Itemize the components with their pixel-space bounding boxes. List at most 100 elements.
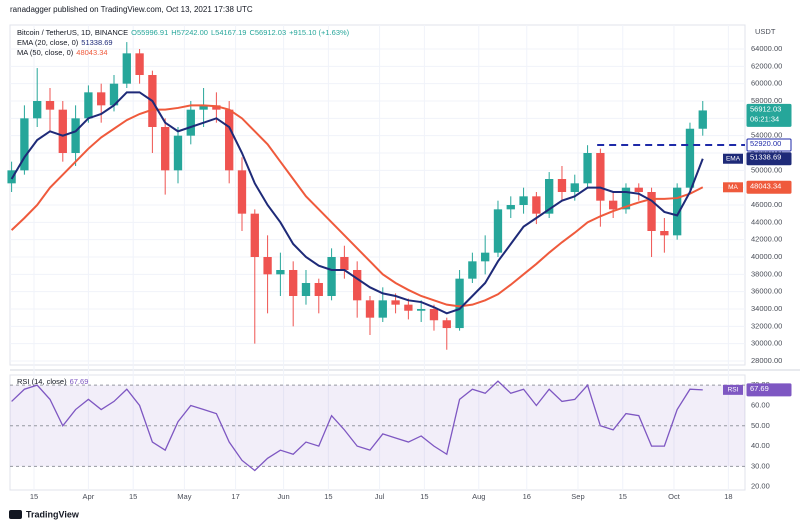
y-tick-label: 42000.00 [751, 235, 782, 244]
candle-body [340, 256, 349, 270]
candle-body [634, 187, 643, 193]
indicator-tag-value: 51338.69 [750, 153, 781, 162]
y-tick-label: 28000.00 [751, 356, 782, 365]
candle-body [7, 170, 16, 184]
candle-body [173, 135, 183, 171]
candle-body [545, 179, 554, 214]
legend-indicator: EMA (20, close, 0) 51338.69 [17, 38, 113, 47]
legend-indicator: MA (50, close, 0) 48043.34 [17, 48, 108, 57]
y-tick-label: 46000.00 [751, 200, 782, 209]
x-tick-label: 15 [324, 492, 332, 501]
rsi-line [11, 380, 703, 472]
x-tick-label: 18 [724, 492, 732, 501]
candle-body [455, 278, 464, 329]
y-tick-label: 58000.00 [751, 96, 782, 105]
candle-body [225, 109, 234, 171]
legend-symbol: Bitcoin / TetherUS, 1D, BINANCE O55996.91… [17, 28, 350, 37]
y-tick-label: 36000.00 [751, 287, 782, 296]
candle-body [673, 187, 682, 236]
candle-body [596, 153, 605, 201]
legend-indicator: RSI (14, close) 67.69 [17, 377, 88, 386]
candle-body [314, 282, 323, 296]
indicator-line [10, 104, 704, 308]
candle-body [237, 170, 247, 214]
y-tick-label: 40000.00 [751, 252, 782, 261]
legend-value: 51338.69 [81, 38, 112, 47]
last-price: 56912.03 [750, 104, 781, 113]
candle-body [698, 110, 707, 129]
x-tick-label: Sep [571, 492, 584, 501]
candle-body [84, 92, 93, 119]
y-tick-label: 34000.00 [751, 304, 782, 313]
candle-body [557, 179, 567, 193]
x-tick-label: 17 [231, 492, 239, 501]
legend-value: 48043.34 [76, 48, 107, 57]
indicator-tag-value: 67.69 [750, 384, 769, 393]
y-tick-label: 38000.00 [751, 269, 782, 278]
candle-body [353, 269, 362, 301]
candle-body [199, 105, 208, 110]
candle-body [327, 256, 336, 296]
y-tick-label: 60000.00 [751, 79, 782, 88]
y-tick-label: 30.00 [751, 461, 770, 470]
price-pane [9, 24, 746, 366]
candle-body [493, 209, 503, 253]
candle-body [135, 53, 144, 76]
candle-body [20, 118, 29, 171]
x-tick-label: 16 [523, 492, 531, 501]
indicator-tag-name: MA [728, 184, 738, 191]
candle-body [365, 300, 375, 318]
candle-body [289, 269, 298, 296]
candle-body [58, 109, 67, 154]
candle-body [161, 127, 170, 171]
candle-body [186, 109, 195, 136]
candle-body [45, 101, 55, 110]
candle-body [647, 192, 656, 232]
y-tick-label: 50.00 [751, 421, 770, 430]
candle-body [481, 252, 490, 262]
legend-close: C56912.03 [249, 28, 286, 37]
candle-body [391, 300, 400, 305]
x-tick-label: Aug [472, 492, 485, 501]
indicator-line [10, 91, 704, 315]
candle-body [250, 213, 259, 257]
legend-name: MA (50, close, 0) [17, 48, 74, 57]
y-tick-label: 40.00 [751, 441, 770, 450]
price-tag [746, 152, 792, 166]
footer: TradingView [26, 509, 80, 519]
candle-body [109, 83, 119, 106]
countdown: 06:21:34 [750, 114, 779, 123]
candle-body [212, 105, 221, 110]
price-tag [746, 103, 792, 127]
indicator-tag [723, 182, 743, 193]
y-tick-label: 50000.00 [751, 165, 782, 174]
x-tick-label: Jul [375, 492, 385, 501]
y-tick-label: 32000.00 [751, 321, 782, 330]
candle-body [122, 53, 131, 84]
candle-body [442, 320, 451, 329]
x-tick-label: 15 [30, 492, 38, 501]
indicator-tag [723, 384, 743, 395]
unit-label: USDT [755, 27, 776, 36]
y-tick-label: 62000.00 [751, 61, 782, 70]
x-tick-label: 15 [129, 492, 137, 501]
x-tick-label: Oct [668, 492, 681, 501]
candle-body [685, 128, 695, 188]
candle-body [621, 187, 631, 210]
candle-body [97, 92, 106, 106]
legend-name: EMA (20, close, 0) [17, 38, 79, 47]
indicator-tag-name: EMA [726, 155, 741, 162]
candle-body [583, 153, 592, 184]
x-tick-label: Apr [83, 492, 95, 501]
candle-body [570, 183, 579, 193]
header: ranadagger published on TradingView.com,… [10, 5, 253, 14]
candle-body [609, 200, 618, 210]
candle-body [71, 118, 80, 154]
candle-body [532, 196, 541, 214]
indicator-tag-name: RSI [728, 387, 739, 394]
candle-body [301, 282, 311, 296]
x-tick-label: Jun [278, 492, 290, 501]
y-tick-label: 44000.00 [751, 217, 782, 226]
indicator-tag-value: 48043.34 [750, 181, 781, 190]
